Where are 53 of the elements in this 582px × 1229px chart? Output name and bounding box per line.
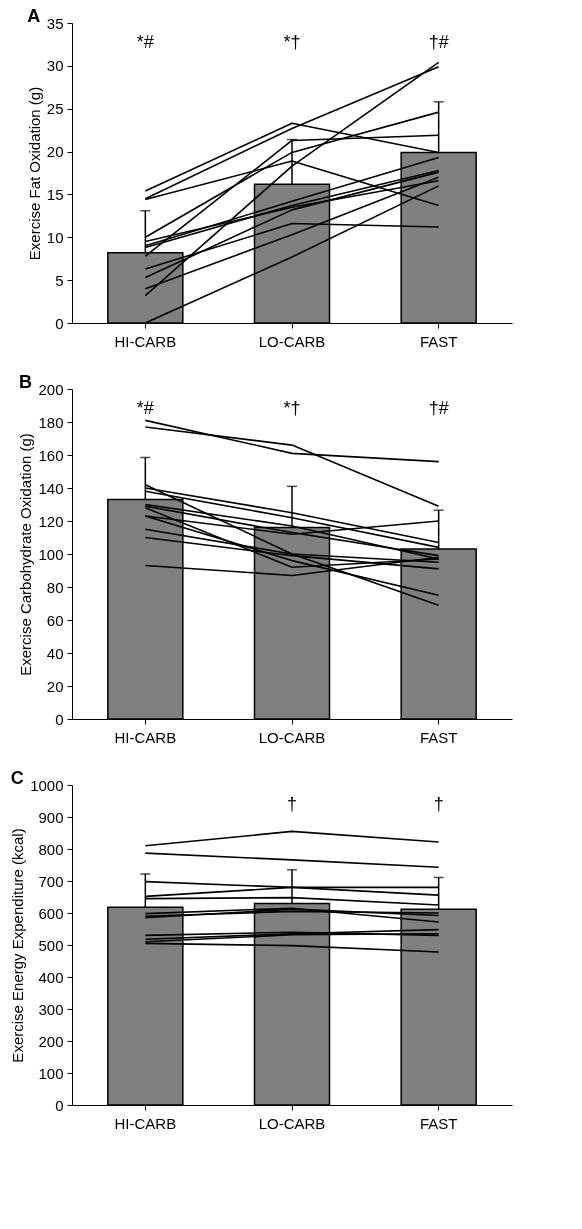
y-tick-label: 200 [38, 380, 64, 398]
y-tick-label: 0 [55, 710, 64, 728]
x-tick-label: HI-CARB [114, 728, 177, 746]
y-tick-label: 20 [46, 143, 64, 161]
chart-title: A [27, 6, 41, 26]
y-tick-label: 25 [46, 100, 64, 118]
y-tick-label: 800 [38, 840, 64, 858]
y-tick-label: 120 [38, 512, 64, 530]
y-tick-label: 180 [38, 413, 64, 431]
y-tick-label: 40 [46, 644, 64, 662]
y-tick-label: 100 [38, 1064, 64, 1082]
y-tick-label: 15 [46, 185, 64, 203]
annotation: *† [283, 32, 301, 52]
y-axis-title: Exercise Energy Expenditure (kcal) [9, 828, 27, 1063]
chart-title: C [10, 768, 24, 788]
y-tick-label: 5 [55, 271, 64, 289]
x-tick-label: HI-CARB [114, 1114, 177, 1132]
y-tick-label: 0 [55, 314, 64, 332]
annotation: † [286, 794, 298, 814]
y-tick-label: 400 [38, 968, 64, 986]
y-tick-label: 600 [38, 904, 64, 922]
x-tick-label: LO-CARB [258, 728, 326, 746]
annotation: *† [283, 398, 301, 418]
y-tick-label: 10 [46, 228, 64, 246]
y-tick-label: 30 [46, 57, 64, 75]
annotation: †# [428, 398, 449, 418]
y-tick-label: 1000 [30, 776, 64, 794]
y-tick-label: 200 [38, 1032, 64, 1050]
y-tick-label: 35 [46, 14, 64, 32]
y-tick-label: 700 [38, 872, 64, 890]
annotation: *# [136, 398, 154, 418]
x-tick-label: FAST [419, 332, 458, 350]
x-tick-label: LO-CARB [258, 1114, 326, 1132]
y-tick-label: 160 [38, 446, 64, 464]
y-tick-label: 100 [38, 545, 64, 563]
x-tick-label: FAST [419, 1114, 458, 1132]
y-tick-label: 80 [46, 578, 64, 596]
y-tick-label: 0 [55, 1096, 64, 1114]
y-tick-label: 60 [46, 611, 64, 629]
x-tick-label: HI-CARB [114, 332, 177, 350]
annotation: † [433, 794, 444, 814]
annotation: *# [136, 32, 154, 52]
y-tick-label: 140 [38, 479, 64, 497]
y-tick-label: 20 [46, 677, 64, 695]
y-axis-title: Exercise Carbohydrate Oxidation (g) [17, 433, 35, 676]
y-axis-title: Exercise Fat Oxidation (g) [25, 86, 43, 261]
chart-title: B [18, 372, 32, 392]
annotation: †# [428, 32, 449, 52]
y-tick-label: 300 [38, 1000, 64, 1018]
x-tick-label: LO-CARB [258, 332, 326, 350]
x-tick-label: FAST [419, 728, 458, 746]
y-tick-label: 500 [38, 936, 64, 954]
y-tick-label: 900 [38, 808, 64, 826]
